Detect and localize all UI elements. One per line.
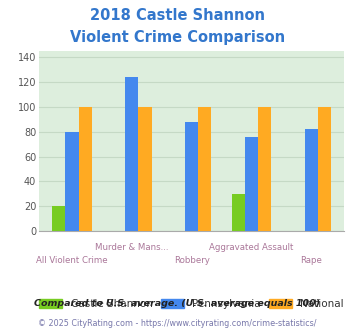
Bar [305, 129, 318, 231]
Bar [52, 206, 65, 231]
Text: Violent Crime Comparison: Violent Crime Comparison [70, 30, 285, 45]
Bar [65, 132, 78, 231]
Bar [258, 107, 271, 231]
Text: Compared to U.S. average. (U.S. average equals 100): Compared to U.S. average. (U.S. average … [34, 299, 321, 308]
Bar [138, 107, 152, 231]
Bar [185, 122, 198, 231]
Bar [232, 194, 245, 231]
Legend: Castle Shannon, Pennsylvania, National: Castle Shannon, Pennsylvania, National [36, 296, 347, 312]
Text: 2018 Castle Shannon: 2018 Castle Shannon [90, 8, 265, 23]
Bar [245, 137, 258, 231]
Text: Aggravated Assault: Aggravated Assault [209, 244, 294, 252]
Text: Robbery: Robbery [174, 256, 210, 265]
Bar [78, 107, 92, 231]
Bar [125, 77, 138, 231]
Text: © 2025 CityRating.com - https://www.cityrating.com/crime-statistics/: © 2025 CityRating.com - https://www.city… [38, 319, 317, 328]
Bar [198, 107, 212, 231]
Text: Rape: Rape [300, 256, 322, 265]
Bar [318, 107, 331, 231]
Text: Murder & Mans...: Murder & Mans... [95, 244, 169, 252]
Text: All Violent Crime: All Violent Crime [36, 256, 108, 265]
